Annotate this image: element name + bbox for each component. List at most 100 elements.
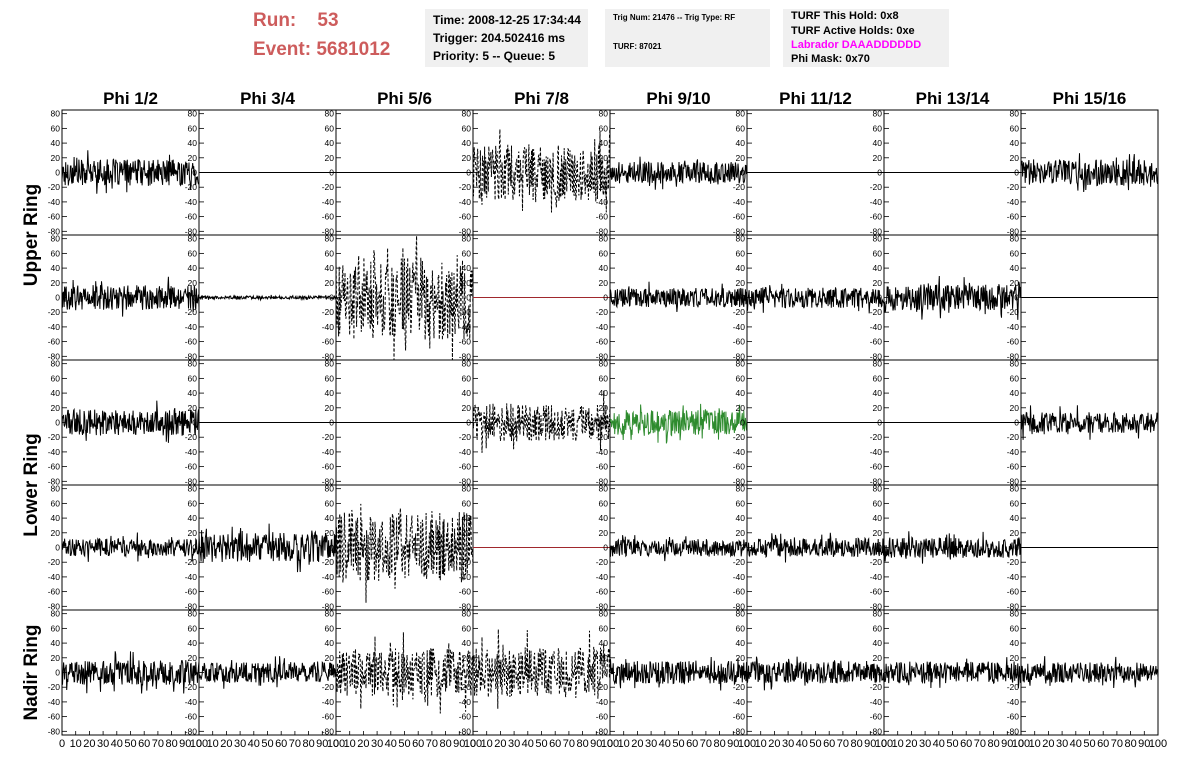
y-tick-label: -60 [459,337,472,347]
y-tick-label: 0 [740,168,745,178]
y-tick-label: 20 [1010,278,1020,288]
y-tick-label: 0 [55,668,60,678]
y-tick-label: -20 [1007,307,1020,317]
x-tick-label: 50 [672,738,684,750]
y-tick-label: 20 [51,153,61,163]
y-tick-label: 20 [873,278,883,288]
waveform-trace [61,276,200,317]
labrador-text: Labrador DAAADDDDDD [791,39,922,51]
y-tick-label: -80 [870,726,883,736]
y-tick-label: 20 [462,528,472,538]
x-tick-label: 50 [398,738,410,750]
y-tick-label: 40 [873,513,883,523]
y-tick-label: 80 [873,609,883,619]
y-tick-label: 40 [188,513,198,523]
y-tick-label: 80 [1010,109,1020,119]
y-tick-label: 80 [736,359,746,369]
y-tick-label: -60 [596,587,609,597]
time-text: Time: 2008-12-25 17:34:44 [433,13,581,27]
y-tick-label: -80 [1007,226,1020,236]
column-header: Phi 13/14 [916,89,990,108]
y-tick-label: 0 [1014,293,1019,303]
y-tick-label: 20 [599,403,609,413]
y-tick-label: -80 [185,476,198,486]
y-tick-label: -80 [185,351,198,361]
y-tick-label: 60 [873,123,883,133]
y-tick-label: 20 [873,403,883,413]
x-tick-label: 0 [607,738,613,750]
y-tick-label: 20 [325,528,335,538]
y-tick-label: -20 [459,307,472,317]
x-tick-label: 50 [946,738,958,750]
y-tick-label: -40 [870,447,883,457]
waveform-trace [335,632,474,714]
x-tick-label: 10 [618,738,630,750]
y-tick-label: 60 [1010,498,1020,508]
y-tick-label: 0 [466,293,471,303]
y-tick-label: 80 [188,109,198,119]
y-tick-label: 20 [599,153,609,163]
y-tick-label: 80 [736,609,746,619]
y-tick-label: 60 [325,373,335,383]
y-tick-label: 0 [329,293,334,303]
y-tick-label: 60 [188,498,198,508]
y-tick-label: 40 [325,638,335,648]
y-tick-label: -80 [733,351,746,361]
y-tick-label: 60 [325,123,335,133]
y-tick-label: -40 [48,572,61,582]
y-tick-label: 0 [1014,168,1019,178]
waveform-trace [472,390,611,453]
y-tick-label: 20 [462,403,472,413]
x-tick-label: 30 [919,738,931,750]
y-tick-label: -20 [596,182,609,192]
y-tick-label: 40 [873,638,883,648]
y-tick-label: -40 [596,197,609,207]
y-tick-label: 40 [51,263,61,273]
y-tick-label: -60 [48,337,61,347]
y-tick-label: -40 [596,447,609,457]
y-tick-label: 60 [51,248,61,258]
waveform-trace [609,156,748,190]
x-tick-label: 10 [1029,738,1041,750]
y-tick-label: -60 [596,462,609,472]
x-tick-label: 50 [1083,738,1095,750]
column-header: Phi 5/6 [377,89,432,108]
x-tick-label: 100 [190,738,208,750]
y-tick-label: 20 [873,153,883,163]
y-tick-label: -80 [733,726,746,736]
x-tick-label: 20 [83,738,95,750]
y-tick-label: -60 [48,212,61,222]
y-tick-label: -40 [322,697,335,707]
y-tick-label: -60 [322,337,335,347]
y-tick-label: -60 [459,712,472,722]
y-tick-label: -20 [322,432,335,442]
y-tick-label: -80 [185,726,198,736]
y-tick-label: 60 [1010,248,1020,258]
waveform-trace [61,150,200,194]
y-tick-label: -20 [870,182,883,192]
y-tick-label: 80 [462,234,472,244]
y-tick-label: 80 [599,484,609,494]
y-tick-label: -80 [459,726,472,736]
y-tick-label: 0 [740,543,745,553]
y-tick-label: 0 [877,418,882,428]
y-tick-label: 0 [603,293,608,303]
y-tick-label: -20 [48,682,61,692]
y-tick-label: 0 [877,543,882,553]
y-tick-label: 20 [599,528,609,538]
y-tick-label: -40 [870,197,883,207]
ring-label: Nadir Ring [21,624,42,720]
x-tick-label: 30 [1056,738,1068,750]
y-tick-label: 40 [188,263,198,273]
waveform-trace [1020,656,1159,689]
priority-text: Priority: 5 -- Queue: 5 [433,49,556,63]
x-tick-label: 20 [1042,738,1054,750]
turf-info-box: TURF This Hold: 0x8 TURF Active Holds: 0… [783,9,949,67]
x-tick-label: 50 [535,738,547,750]
x-tick-label: 30 [782,738,794,750]
y-tick-label: 80 [873,234,883,244]
y-tick-label: 0 [329,418,334,428]
y-tick-label: -60 [459,587,472,597]
y-tick-label: 40 [51,513,61,523]
x-tick-label: 70 [152,738,164,750]
